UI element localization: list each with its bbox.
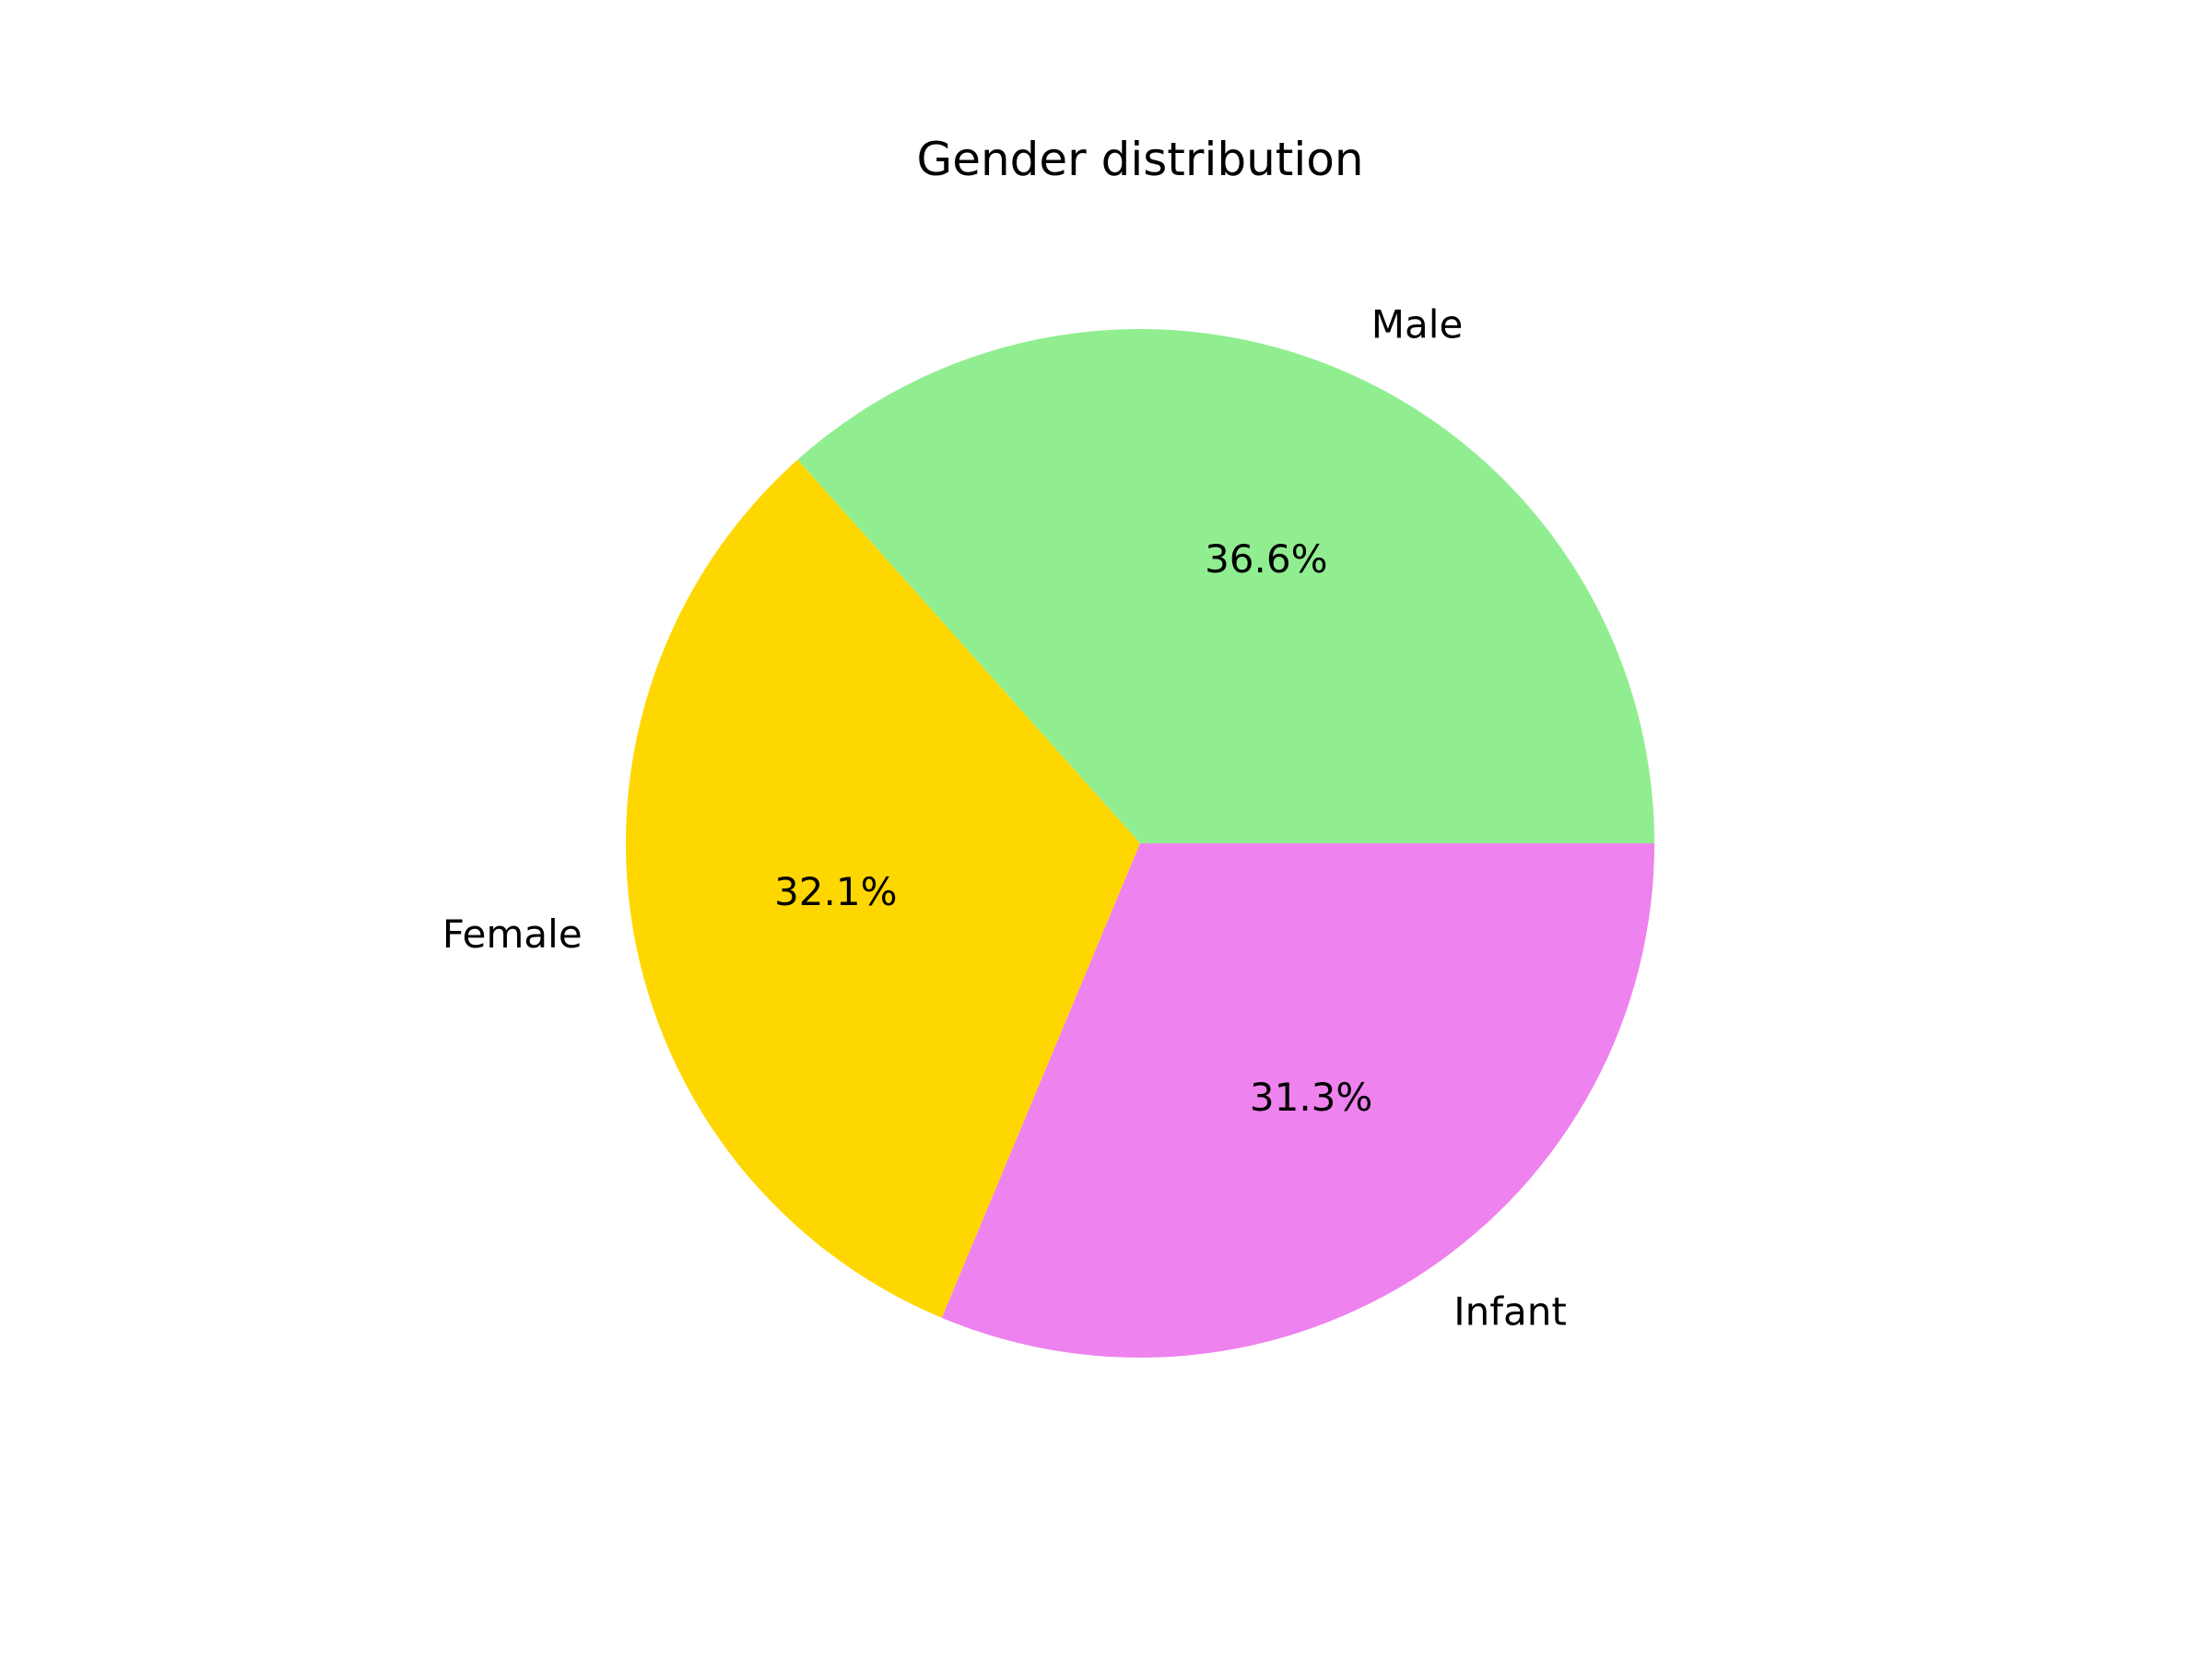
pie-labels: Male 36.6% Female 32.1% Infant 31.3% (442, 301, 1567, 1334)
pie-slice-infant (941, 843, 1654, 1359)
slice-label-male: Male (1371, 301, 1463, 347)
percent-label-male: 36.6% (1205, 536, 1327, 582)
chart-title: Gender distribution (916, 133, 1363, 186)
pie-slice-male (797, 328, 1654, 843)
slice-label-female: Female (442, 912, 582, 957)
percent-label-infant: 31.3% (1250, 1075, 1372, 1120)
percent-label-female: 32.1% (774, 869, 897, 914)
slice-label-infant: Infant (1453, 1288, 1567, 1334)
pie-slice-female (625, 459, 1140, 1318)
pie-slices (625, 328, 1654, 1359)
